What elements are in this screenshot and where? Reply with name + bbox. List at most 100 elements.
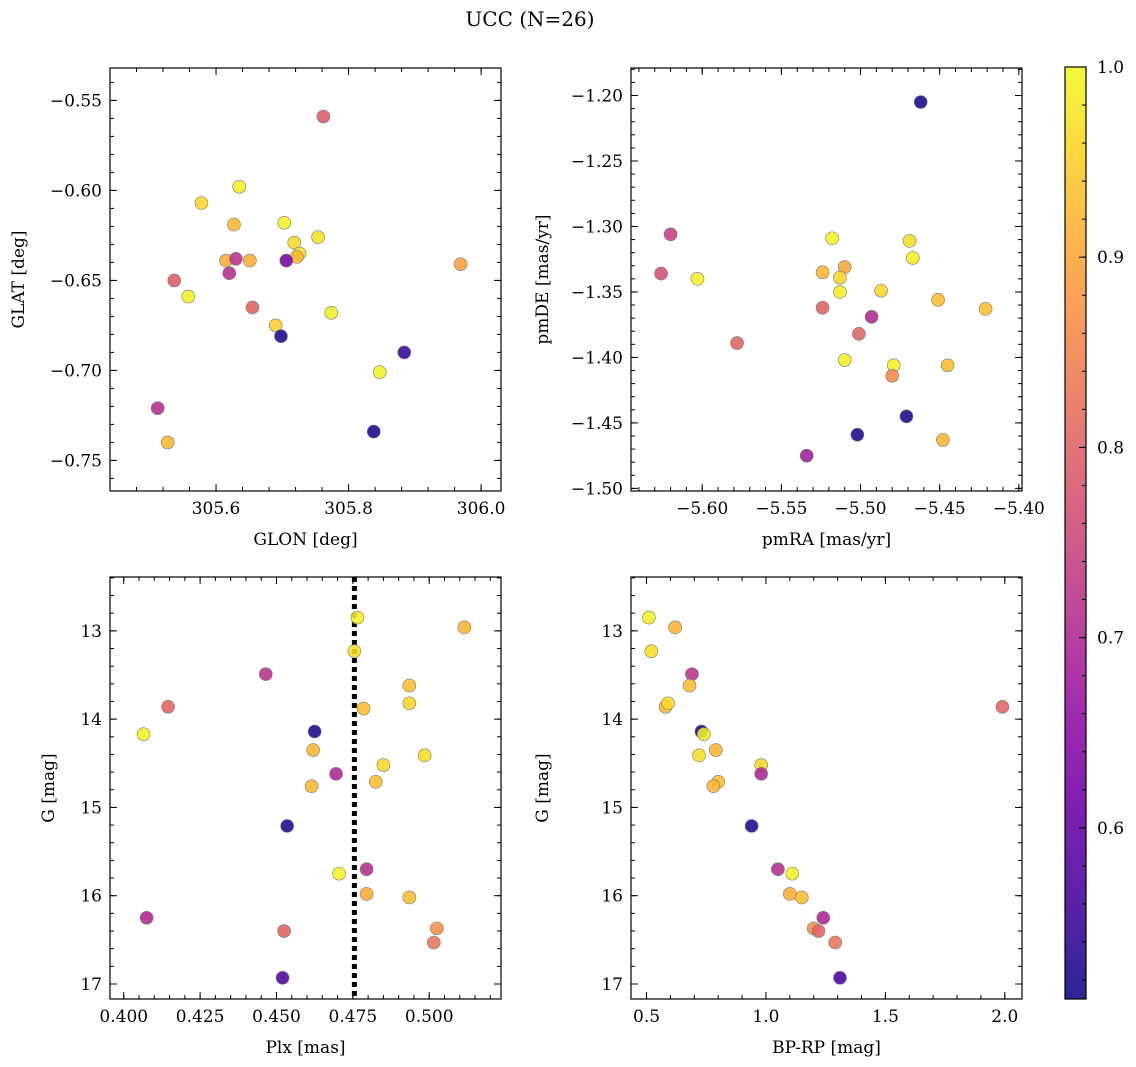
- pmra-pmde-xtick-label: −5.55: [755, 499, 807, 519]
- bprp-g-axes: 0.5 1.0 1.5 2.0 13 14 15 16 17: [601, 577, 1022, 1027]
- pmra-pmde-ytick-label: −1.30: [571, 217, 623, 237]
- glon-glat-ytick-label: −0.55: [50, 91, 102, 111]
- pmra-pmde-ytick-label: −1.25: [571, 152, 623, 172]
- plx-g-ytick-label: 17: [80, 975, 102, 995]
- colorbar-tick-label: 0.7: [1097, 629, 1124, 649]
- glon-glat-point-0: [316, 109, 331, 124]
- bprp-g-ytick-label: 16: [601, 887, 623, 907]
- plx-g-point-9: [136, 727, 151, 741]
- glon-glat-point-15: [453, 257, 468, 272]
- plx-g-point-18: [332, 866, 346, 881]
- glon-glat-axes: 305.6 305.8 306.0 −0.55 −0.60 −0.65 −0.70 −0.75: [50, 68, 506, 519]
- bprp-g-points: [642, 610, 1010, 985]
- pmra-pmde-point-20: [940, 358, 955, 373]
- pmra-pmde-ytick-label: −1.20: [571, 87, 623, 107]
- plx-g-point-2: [347, 644, 362, 658]
- pmra-pmde-point-4: [825, 231, 839, 246]
- glon-glat-point-5: [311, 230, 325, 244]
- glon-glat-point-3: [227, 217, 241, 232]
- pmra-pmde-xlabel: pmRA [mas/yr]: [762, 530, 891, 550]
- pmra-pmde-point-11: [874, 283, 888, 298]
- glon-glat-point-20: [274, 329, 288, 344]
- plx-g-point-21: [139, 910, 154, 925]
- pmra-pmde-point-16: [852, 327, 866, 341]
- plx-g-point-17: [359, 862, 374, 877]
- bprp-g-point-18: [785, 866, 800, 881]
- plx-g-point-8: [307, 724, 322, 739]
- plx-g-point-22: [430, 921, 444, 936]
- pmra-pmde-ytick-label: −1.35: [571, 283, 623, 303]
- pmra-pmde-point-7: [815, 265, 830, 280]
- glon-glat-ytick-label: −0.60: [50, 181, 102, 201]
- bprp-g-point-13: [754, 767, 768, 781]
- bprp-g-point-6: [661, 696, 675, 711]
- glon-glat-point-12: [279, 253, 294, 268]
- bprp-g-point-16: [744, 819, 759, 833]
- plx-g-ytick-label: 13: [80, 622, 102, 642]
- pmra-pmde-point-15: [864, 310, 879, 324]
- plx-g-point-16: [280, 819, 294, 833]
- glon-glat-point-1: [232, 180, 247, 194]
- plx-g-ylabel: G [mag]: [39, 753, 59, 822]
- bprp-g-ytick-label: 14: [601, 710, 623, 730]
- bprp-g-point-20: [794, 890, 809, 905]
- pmra-pmde-ytick-label: −1.45: [571, 414, 623, 434]
- pmra-pmde-xtick-label: −5.40: [993, 499, 1045, 519]
- panel-plx-g: 0.400 0.425 0.450 0.475 0.500 13 14 15 16 17 Plx …: [39, 576, 502, 1058]
- bprp-g-point-10: [708, 743, 723, 757]
- pmra-pmde-xtick-label: −5.50: [834, 499, 886, 519]
- glon-glat-point-23: [150, 401, 165, 416]
- plx-g-frame: [109, 576, 502, 1000]
- plx-g-xtick-label: 0.500: [405, 1007, 454, 1027]
- pmra-pmde-point-21: [885, 368, 899, 383]
- pmra-pmde-xtick-label: −5.45: [914, 499, 966, 519]
- glon-glat-point-11: [229, 251, 243, 266]
- pmra-pmde-points: [654, 95, 993, 463]
- glon-glat-ylabel: GLAT [deg]: [9, 230, 29, 328]
- plx-g-xtick-label: 0.400: [99, 1007, 148, 1027]
- pmra-pmde-point-24: [936, 433, 950, 447]
- plx-g-ytick-label: 15: [80, 798, 102, 818]
- plx-g-xtick-label: 0.450: [252, 1007, 301, 1027]
- plx-g-point-6: [161, 699, 175, 714]
- pmra-pmde-point-2: [654, 266, 668, 281]
- glon-glat-xtick-label: 305.6: [192, 499, 241, 519]
- colorbar-tick-label: 0.9: [1097, 248, 1124, 268]
- plx-g-point-15: [304, 779, 319, 794]
- pmra-pmde-point-17: [730, 336, 744, 350]
- glon-glat-point-24: [366, 424, 381, 439]
- pmra-pmde-point-10: [833, 285, 847, 299]
- plx-g-xlabel: Plx [mas]: [265, 1038, 345, 1058]
- glon-glat-ytick-label: −0.65: [50, 271, 102, 291]
- pmra-pmde-frame: [630, 67, 1023, 492]
- pmra-pmde-point-9: [833, 270, 847, 285]
- plx-g-point-14: [368, 775, 383, 789]
- plx-g-point-12: [376, 758, 391, 772]
- colorbar-gradient: [1064, 66, 1087, 1000]
- plx-g-point-20: [402, 890, 417, 905]
- glon-glat-points: [150, 109, 468, 450]
- figure-title: UCC (N=26): [465, 7, 594, 31]
- bprp-g-point-1: [644, 644, 659, 658]
- colorbar-ticks: 0.6 0.7 0.8 0.9 1.0: [1079, 58, 1124, 981]
- pmra-pmde-point-13: [978, 302, 993, 316]
- pmra-pmde-point-12: [931, 292, 945, 307]
- bprp-g-point-17: [771, 862, 785, 877]
- plx-g-ytick-label: 14: [80, 710, 102, 730]
- pmra-pmde-ytick-label: −1.50: [571, 479, 623, 499]
- plx-g-point-0: [350, 610, 365, 625]
- bprp-g-point-2: [668, 620, 682, 635]
- plx-g-points: [136, 577, 472, 999]
- glon-glat-xtick-label: 306.0: [457, 499, 506, 519]
- pmra-pmde-point-5: [902, 234, 917, 248]
- colorbar-tick-label: 0.6: [1097, 819, 1124, 839]
- colorbar-tick-label: 1.0: [1097, 58, 1124, 78]
- pmra-pmde-point-1: [663, 227, 678, 242]
- glon-glat-point-22: [372, 365, 387, 380]
- pmra-pmde-ytick-label: −1.40: [571, 348, 623, 368]
- bprp-g-point-7: [995, 699, 1010, 714]
- plx-g-axes: 0.400 0.425 0.450 0.475 0.500 13 14 15 16 17: [80, 577, 501, 1027]
- bprp-g-point-23: [811, 924, 826, 938]
- glon-glat-point-6: [287, 235, 302, 250]
